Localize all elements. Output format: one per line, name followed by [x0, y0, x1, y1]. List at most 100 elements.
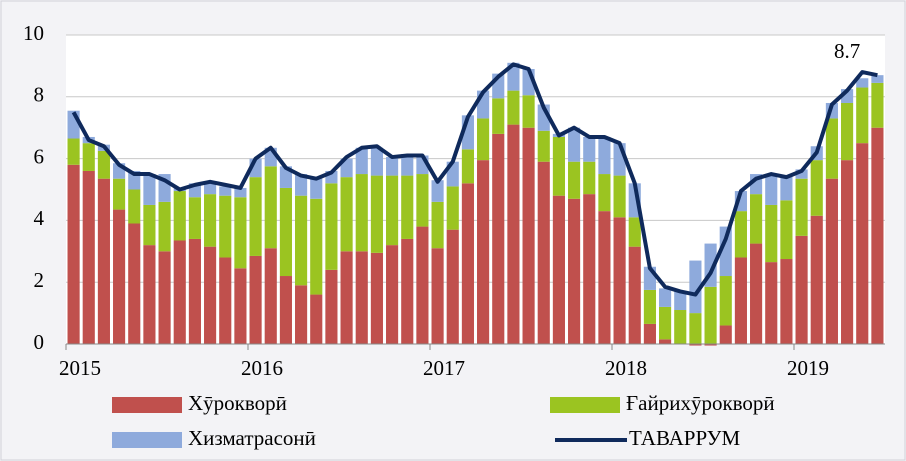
bar [204, 194, 217, 247]
bar [689, 344, 702, 346]
bar [598, 136, 611, 175]
bar [643, 289, 656, 324]
bar [143, 174, 156, 205]
bar [856, 143, 869, 344]
x-tick-label: 2019 [787, 356, 829, 380]
bar [188, 197, 201, 239]
bar [310, 177, 323, 199]
bar [401, 153, 414, 176]
legend-swatch [112, 432, 182, 448]
bar [219, 195, 232, 258]
bar [507, 62, 520, 91]
bar [477, 160, 490, 344]
bar [204, 181, 217, 195]
bar [310, 198, 323, 295]
bar [674, 291, 687, 311]
bar [871, 75, 884, 83]
bar [780, 200, 793, 260]
bar [750, 243, 763, 344]
bar [113, 209, 126, 344]
bar [188, 238, 201, 344]
bar [583, 136, 596, 162]
bar [67, 164, 80, 344]
bar [158, 251, 171, 344]
bar [780, 259, 793, 344]
y-tick-label: 6 [34, 144, 45, 168]
bar [492, 98, 505, 134]
legend-swatch [112, 397, 182, 413]
bar [552, 136, 565, 196]
bar [310, 294, 323, 344]
bar [295, 285, 308, 344]
bar [613, 217, 626, 344]
bar [431, 248, 444, 344]
bar [295, 195, 308, 286]
bar [264, 166, 277, 249]
bar [507, 124, 520, 344]
bar [325, 269, 338, 344]
bar [492, 133, 505, 344]
bar [370, 175, 383, 253]
line [71, 62, 878, 297]
bar [204, 246, 217, 344]
legend-label: Ғайрихӯрокворӣ [626, 391, 775, 415]
bar [825, 118, 838, 179]
bar [659, 339, 672, 344]
bar [810, 215, 823, 344]
bar [598, 211, 611, 344]
bar [689, 260, 702, 314]
bar [871, 127, 884, 344]
bar [856, 87, 869, 144]
bar [704, 344, 717, 346]
bar [674, 310, 687, 344]
bar [113, 178, 126, 210]
bar [856, 78, 869, 88]
bar [143, 245, 156, 344]
bar [143, 204, 156, 246]
bar [719, 226, 732, 277]
bar [704, 286, 717, 344]
bar [613, 175, 626, 218]
bar [795, 178, 808, 236]
bar [795, 169, 808, 179]
bar [279, 166, 292, 188]
bar [128, 189, 141, 224]
legend-swatch [550, 397, 620, 413]
bar [401, 238, 414, 344]
bar [431, 180, 444, 202]
bar [219, 257, 232, 344]
bar [401, 175, 414, 239]
bar [355, 174, 368, 252]
bar [173, 191, 186, 241]
bar [659, 288, 672, 307]
bar [355, 147, 368, 175]
bar [128, 223, 141, 344]
bar [659, 306, 672, 340]
bar [97, 150, 110, 179]
bar [416, 174, 429, 227]
bar [537, 161, 550, 344]
bar [173, 240, 186, 344]
bar [340, 251, 353, 344]
legend-label: ТАВАРРУМ [629, 426, 741, 450]
bar [841, 102, 854, 161]
bar [522, 127, 535, 344]
bar [386, 157, 399, 176]
bar [264, 248, 277, 344]
bar [871, 82, 884, 128]
bar [795, 235, 808, 344]
bar [568, 198, 581, 344]
bar [82, 143, 95, 171]
y-tick-label: 0 [34, 330, 45, 354]
bar [477, 118, 490, 161]
bar [97, 178, 110, 344]
y-tick-label: 10 [23, 21, 44, 45]
bar [841, 160, 854, 344]
bar [446, 186, 459, 230]
bar [552, 195, 565, 344]
bar [340, 177, 353, 252]
bar [568, 127, 581, 162]
bar [522, 95, 535, 128]
bar [750, 194, 763, 244]
bar [537, 130, 550, 162]
